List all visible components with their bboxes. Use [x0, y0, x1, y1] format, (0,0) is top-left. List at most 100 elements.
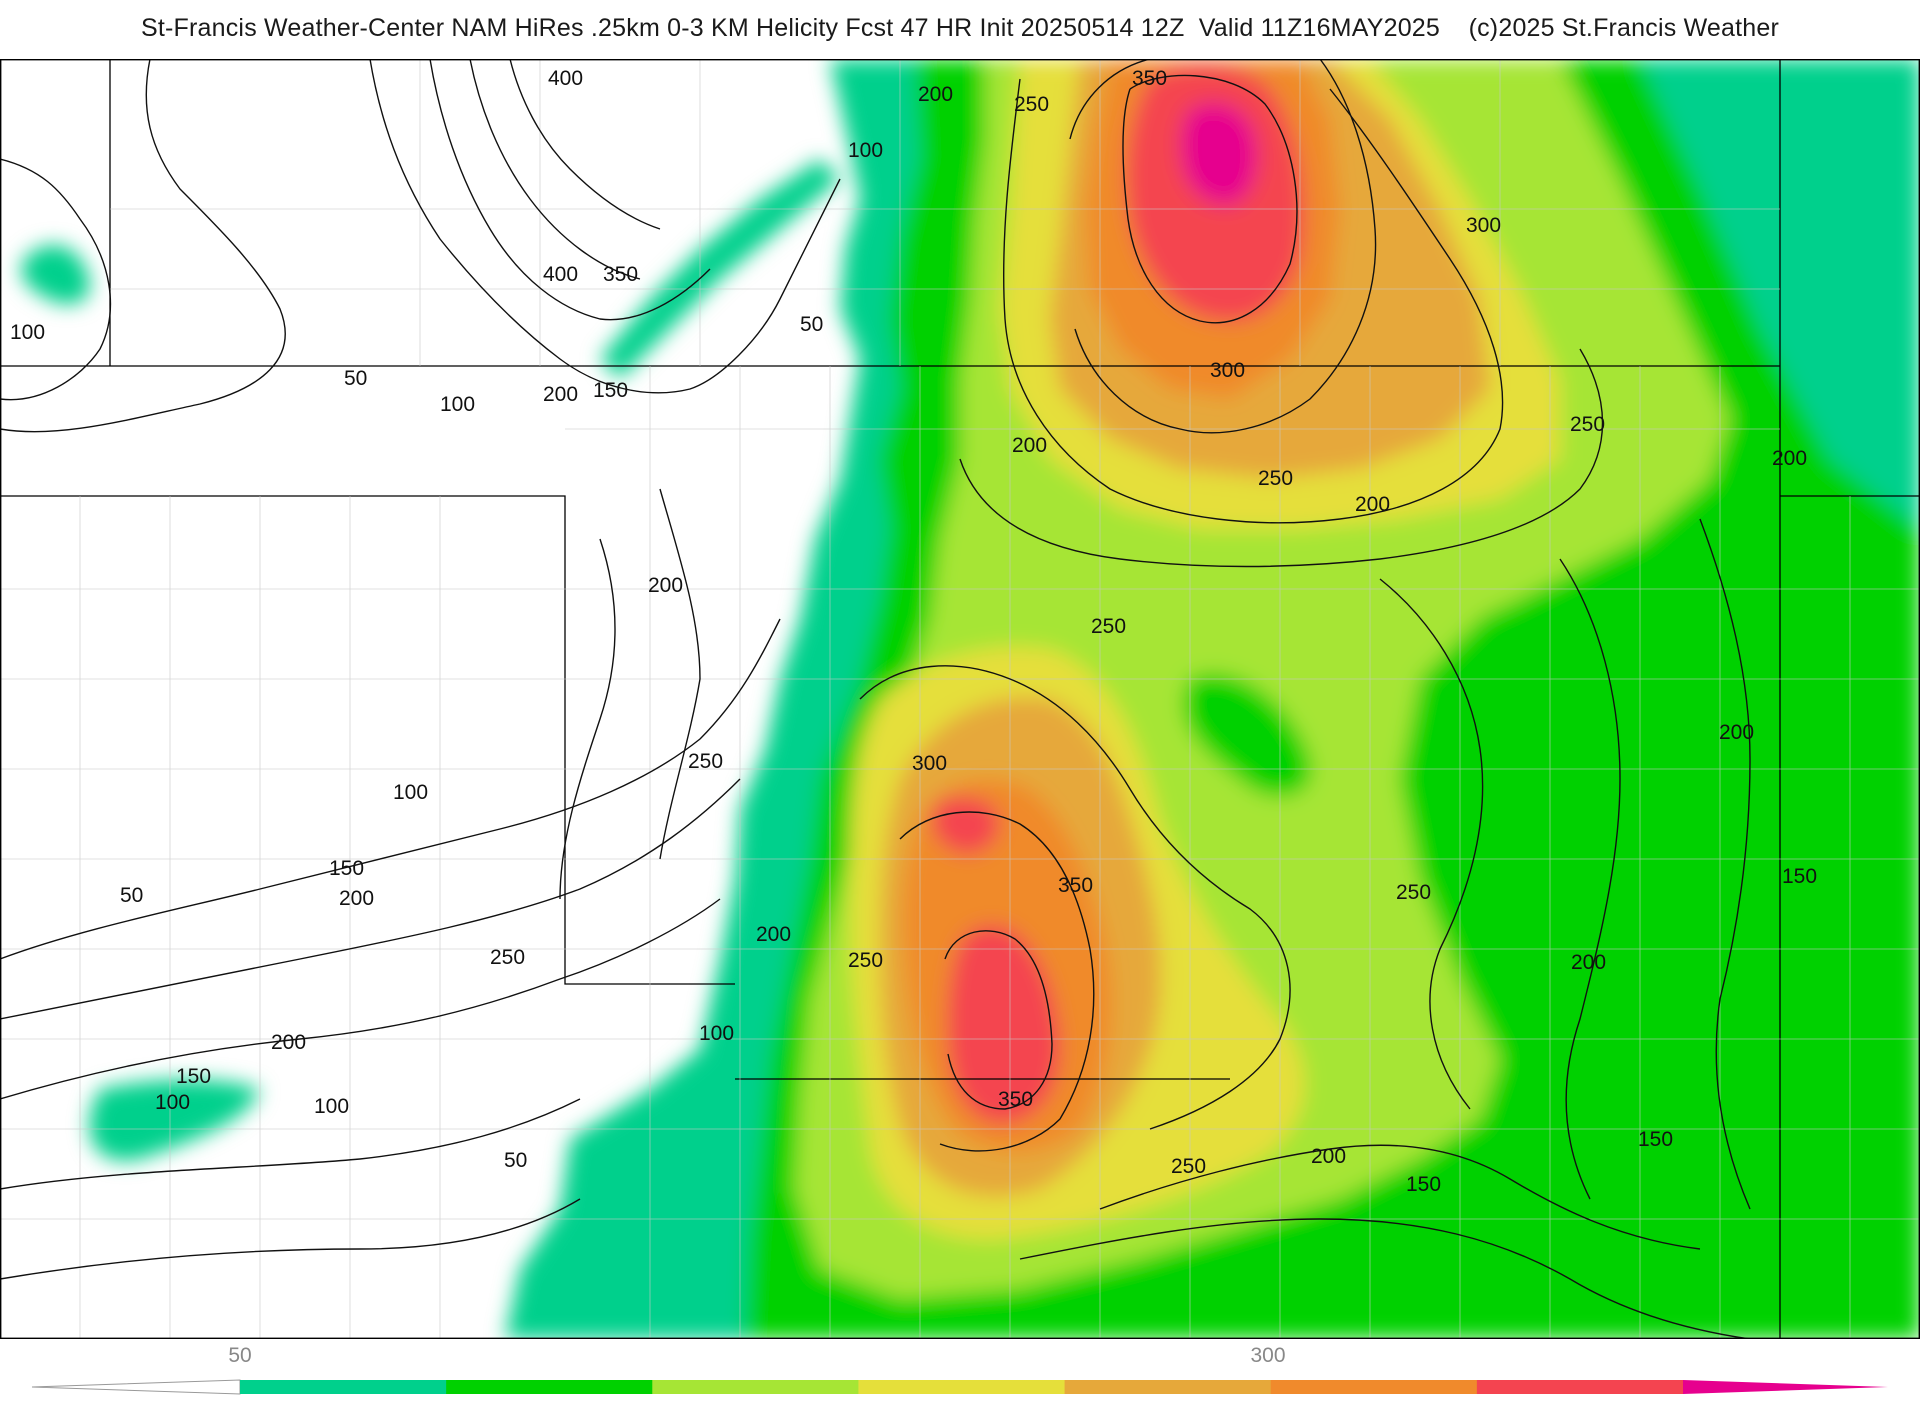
contour-label: 200	[918, 83, 953, 106]
contour-label: 100	[699, 1022, 734, 1045]
contour-label: 250	[1091, 615, 1126, 638]
contour-line-20	[959, 348, 1604, 568]
contour-label: 300	[1210, 359, 1245, 382]
contour-label: 250	[1258, 467, 1293, 490]
contour-label: 250	[688, 750, 723, 773]
contour-label: 200	[271, 1031, 306, 1054]
helicity-fill-layer	[21, 59, 1920, 1339]
contour-label: 250	[490, 946, 525, 969]
contour-label: 150	[1782, 865, 1817, 888]
colorbar-cell	[858, 1380, 1066, 1394]
contour-label: 200	[756, 923, 791, 946]
contour-label: 150	[593, 379, 628, 402]
chart-title: St-Francis Weather-Center NAM HiRes .25k…	[140, 14, 1779, 42]
colorbar-cell	[446, 1380, 653, 1394]
colorbar-cell	[652, 1380, 859, 1394]
colorbar-label-low: 50	[228, 1344, 251, 1367]
contour-line-3	[369, 59, 841, 394]
contour-line-19	[1002, 78, 1504, 524]
contour-line-5	[469, 59, 641, 280]
helicity-map-canvas: 400 200 250 350 100 300 400 350 50 100 5…	[0, 59, 1920, 1339]
contour-line-13	[659, 488, 701, 860]
contour-label: 150	[329, 857, 364, 880]
contour-label: 50	[120, 884, 143, 907]
helicity-region-magenta	[1180, 102, 1258, 205]
contour-labels: 400 200 250 350 100 300 400 350 50 100 5…	[10, 67, 1817, 1196]
contour-line-1	[0, 59, 286, 433]
contour-line-8	[0, 778, 741, 1020]
map-border	[0, 59, 1920, 1339]
contour-label: 100	[155, 1091, 190, 1114]
contour-line-15	[899, 811, 1095, 1152]
contour-line-2	[0, 158, 112, 401]
colorbar-cell	[1270, 1380, 1478, 1394]
contour-line-21	[1379, 578, 1484, 1110]
colorbar-label-high: 300	[1250, 1344, 1285, 1367]
contour-label: 200	[1719, 721, 1754, 744]
contour-line-23	[1699, 518, 1751, 1210]
contour-line-12	[559, 538, 616, 900]
contour-label: 50	[344, 367, 367, 390]
helicity-region-teal-sw	[89, 1079, 261, 1161]
helicity-region-red-south	[947, 925, 1061, 1124]
contour-line-22	[1559, 558, 1621, 1200]
contour-line-14	[859, 665, 1291, 1130]
colorbar-arrow-right	[1683, 1380, 1888, 1394]
contour-label: 350	[998, 1088, 1033, 1111]
contour-line-11	[0, 1198, 581, 1280]
helicity-region-teal-nw	[600, 159, 840, 379]
colorbar-cells	[240, 1380, 1684, 1394]
helicity-region-green-patch	[1183, 673, 1312, 797]
contour-line-9	[0, 898, 721, 1100]
state-line-3	[0, 495, 735, 985]
contour-label: 50	[504, 1149, 527, 1172]
contour-label: 200	[1355, 493, 1390, 516]
contour-label: 250	[848, 949, 883, 972]
contour-line-4	[429, 59, 711, 321]
contour-line-10	[0, 1098, 581, 1190]
helicity-region-green-patch-2	[1460, 598, 1649, 840]
colorbar-cell	[240, 1380, 447, 1394]
helicity-contours	[0, 59, 1751, 1339]
contour-label: 150	[1638, 1128, 1673, 1151]
contour-label: 100	[393, 781, 428, 804]
contour-label: 100	[314, 1095, 349, 1118]
contour-label: 100	[848, 139, 883, 162]
colorbar-cell	[1476, 1380, 1684, 1394]
contour-label: 300	[1466, 214, 1501, 237]
colorbar-svg: 50 300	[31, 1344, 1888, 1395]
contour-label: 350	[1132, 67, 1167, 90]
contour-line-24	[1099, 1144, 1701, 1250]
contour-label: 100	[10, 321, 45, 344]
contour-label: 200	[543, 383, 578, 406]
contour-label: 200	[648, 574, 683, 597]
contour-label: 200	[1772, 447, 1807, 470]
contour-label: 400	[543, 263, 578, 286]
contour-label: 200	[339, 887, 374, 910]
contour-line-18	[1069, 59, 1377, 434]
contour-line-6	[509, 59, 661, 230]
contour-label: 200	[1571, 951, 1606, 974]
contour-label: 350	[1058, 874, 1093, 897]
contour-label: 250	[1570, 413, 1605, 436]
colorbar-cell	[1064, 1380, 1272, 1394]
contour-label: 50	[800, 313, 823, 336]
helicity-region-red-south-2	[932, 797, 999, 854]
helicity-map: 400 200 250 350 100 300 400 350 50 100 5…	[0, 59, 1920, 1339]
county-grid-h	[0, 208, 1920, 1220]
contour-label: 350	[603, 263, 638, 286]
contour-line-7	[0, 618, 781, 960]
contour-line-17	[1122, 74, 1298, 324]
contour-label: 100	[440, 393, 475, 416]
contour-label: 200	[1311, 1145, 1346, 1168]
contour-label: 250	[1171, 1155, 1206, 1178]
contour-label: 150	[1406, 1173, 1441, 1196]
helicity-region-teal-west	[21, 245, 90, 305]
colorbar-arrow-left	[31, 1379, 241, 1395]
contour-label: 250	[1014, 93, 1049, 116]
contour-label: 300	[912, 752, 947, 775]
contour-label: 400	[548, 67, 583, 90]
colorbar: 50 300	[0, 1340, 1920, 1400]
contour-label: 150	[176, 1065, 211, 1088]
contour-label: 200	[1012, 434, 1047, 457]
